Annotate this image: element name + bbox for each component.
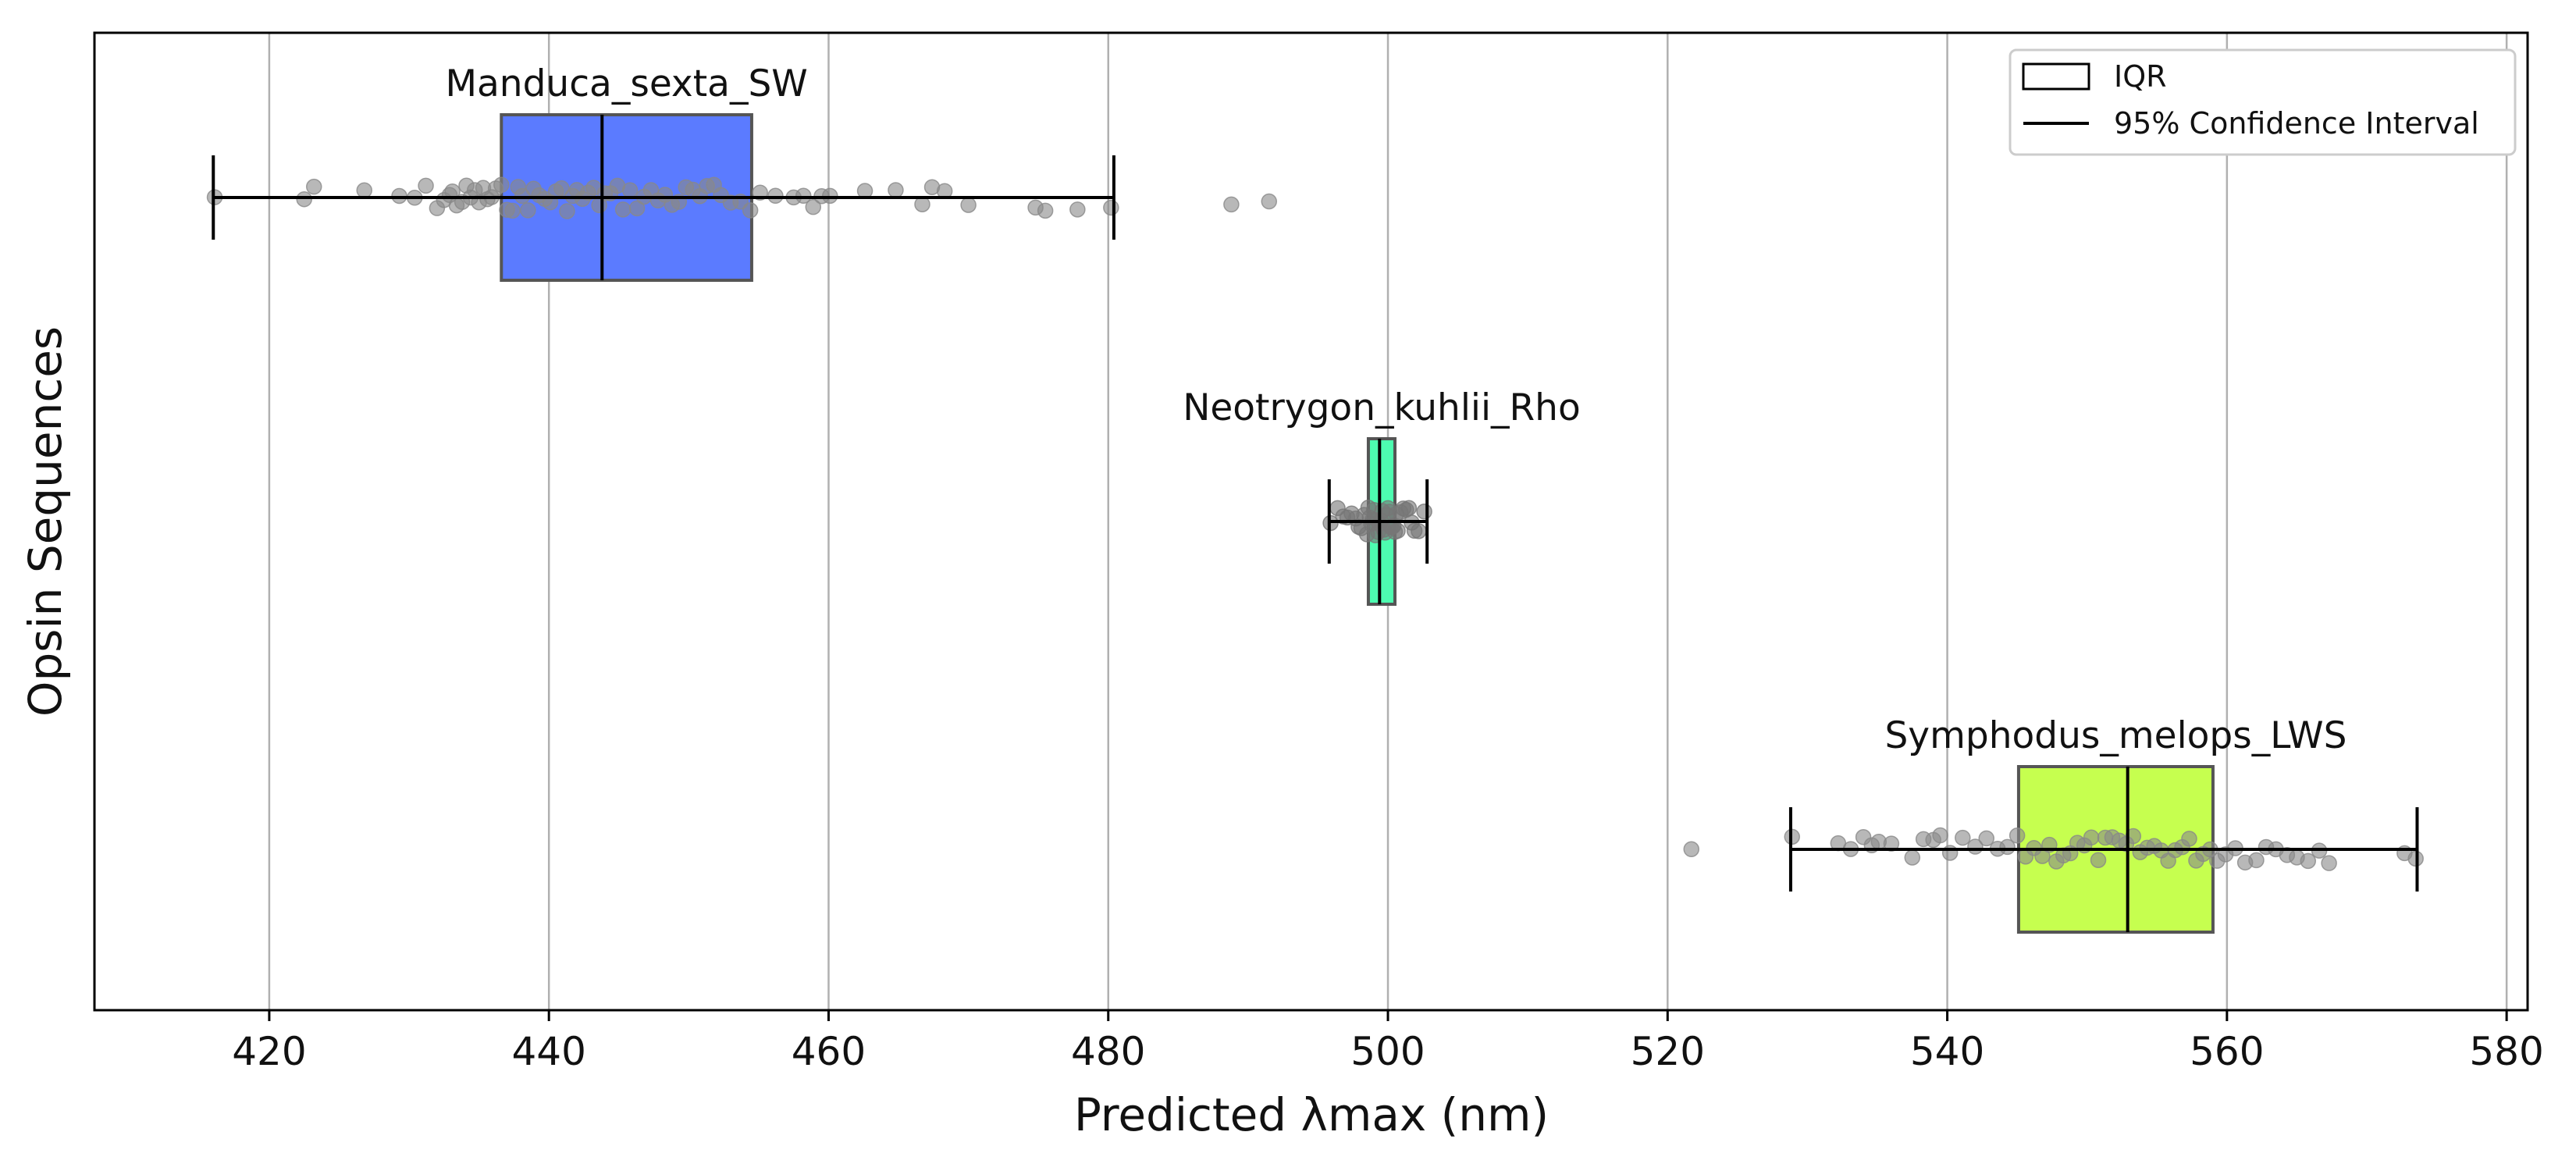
plot-frame <box>93 31 2529 1012</box>
legend-frame <box>2008 48 2517 156</box>
legend-iqr-swatch <box>2022 62 2090 91</box>
series-3: Symphodus_melops_LWS <box>1683 714 2424 934</box>
data-point <box>914 196 930 212</box>
data-point <box>614 201 632 218</box>
data-point <box>1978 830 1994 847</box>
data-point <box>356 182 372 199</box>
data-point <box>391 187 407 205</box>
legend: IQR 95% Confidence Interval <box>2008 48 2517 156</box>
x-tick-label: 440 <box>511 1029 585 1074</box>
data-point <box>2181 831 2197 847</box>
data-point <box>1904 849 1921 866</box>
x-axis: 420 440 460 480 500 520 540 560 580 <box>232 1010 2544 1074</box>
data-point <box>960 197 977 213</box>
x-tick-label: 580 <box>2469 1029 2543 1074</box>
legend-ci-label: 95% Confidence Interval <box>2114 106 2479 141</box>
data-point <box>2090 852 2107 868</box>
data-point <box>2300 852 2317 870</box>
data-point <box>767 187 784 205</box>
data-point <box>1103 199 1119 216</box>
y-axis-title: Opsin Sequences <box>19 326 72 717</box>
x-axis-title: Predicted λmax (nm) <box>1074 1088 1549 1141</box>
data-point <box>822 187 838 205</box>
data-point <box>1955 829 1971 846</box>
data-point <box>493 176 510 194</box>
data-point <box>628 200 646 217</box>
data-point <box>418 177 434 194</box>
data-point <box>1941 845 1959 861</box>
data-point <box>1932 827 1948 844</box>
legend-iqr-label: IQR <box>2114 59 2167 94</box>
data-point <box>1389 522 1406 539</box>
data-point <box>2321 855 2337 871</box>
data-point <box>888 182 904 198</box>
data-point <box>742 202 759 219</box>
series-label: Neotrygon_kuhlii_Rho <box>1183 386 1581 429</box>
data-point <box>621 182 639 198</box>
x-tick-label: 500 <box>1350 1029 1425 1074</box>
series-1: Manduca_sexta_SW <box>206 62 1278 282</box>
data-point <box>1223 196 1240 213</box>
series-label: Symphodus_melops_LWS <box>1884 714 2347 757</box>
data-point <box>1069 201 1086 218</box>
data-point <box>1037 202 1054 219</box>
data-point <box>1416 503 1432 520</box>
x-tick-label: 560 <box>2190 1029 2264 1074</box>
data-point <box>1400 500 1418 517</box>
data-point <box>795 187 812 205</box>
series-2: Neotrygon_kuhlii_Rho <box>1183 386 1581 606</box>
data-point <box>2008 828 2026 844</box>
series-label: Manduca_sexta_SW <box>445 62 807 105</box>
data-point <box>520 202 536 219</box>
series-layer: Manduca_sexta_SW Neotrygon_kuhlii_Rho Symp… <box>206 62 2424 934</box>
x-tick-label: 480 <box>1071 1029 1145 1074</box>
data-point <box>553 180 570 197</box>
x-tick-label: 520 <box>1631 1029 1705 1074</box>
data-point <box>514 187 531 205</box>
data-point <box>1683 841 1700 858</box>
data-point <box>559 203 575 219</box>
data-point <box>2125 828 2142 845</box>
data-point <box>504 202 521 219</box>
x-tick-label: 540 <box>1910 1029 1984 1074</box>
data-point <box>2083 829 2100 846</box>
data-point <box>1411 523 1427 539</box>
data-point <box>1883 835 1900 852</box>
x-tick-label: 460 <box>792 1029 866 1074</box>
data-point <box>305 178 322 195</box>
x-tick-label: 420 <box>232 1029 306 1074</box>
data-point <box>2248 852 2265 869</box>
data-point <box>805 198 822 215</box>
data-point <box>296 190 312 208</box>
data-point <box>1261 193 1278 210</box>
